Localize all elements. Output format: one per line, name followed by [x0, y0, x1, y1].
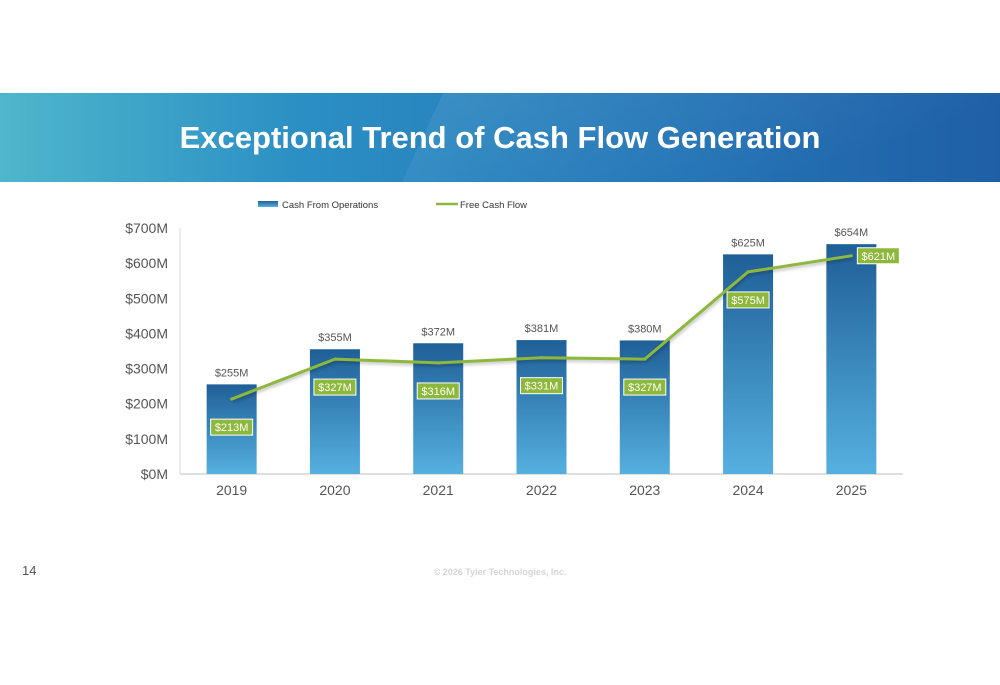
free-cash-flow-label-box [856, 247, 900, 265]
bar-value-labels: $255M $355M $372M $381M $380M $625M $654M [215, 227, 868, 379]
cash-flow-chart: Cash From Operations Free Cash Flow $0M $1… [125, 200, 903, 498]
free-cash-flow-label: $213M [210, 418, 254, 436]
title-banner: Exceptional Trend of Cash Flow Generatio… [0, 93, 1000, 182]
copyright-notice: © 2026 Tyler Technologies, Inc. [433, 567, 567, 577]
bar-value-label: $372M [421, 326, 455, 338]
free-cash-flow-point [643, 357, 647, 361]
free-cash-flow-label-text: $316M [421, 386, 455, 398]
legend-label-free-cash-flow: Free Cash Flow [460, 200, 527, 211]
chart-axes: $0M $100M $200M $300M $400M $500M $600M $700M 20… [125, 220, 903, 498]
free-cash-flow-point [849, 254, 853, 258]
free-cash-flow-label-box [726, 291, 770, 309]
x-tick-label: 2023 [629, 482, 660, 498]
free-cash-flow-label: $327M [623, 378, 667, 396]
free-cash-flow-label: $575M [726, 291, 770, 309]
free-cash-flow-label: $316M [416, 382, 460, 400]
bar-value-label: $654M [835, 227, 869, 239]
x-tick-label: 2022 [526, 482, 557, 498]
line-series [230, 254, 853, 403]
bar-value-label: $255M [215, 367, 249, 379]
x-tick-label: 2024 [732, 482, 763, 498]
bar-cash-from-operations [516, 340, 567, 474]
y-tick-label: $400M [125, 325, 168, 341]
free-cash-flow-label-text: $327M [318, 382, 352, 394]
free-cash-flow-point [333, 357, 337, 361]
bar-cash-from-operations [826, 244, 877, 474]
y-tick-label: $100M [125, 431, 168, 447]
free-cash-flow-point [746, 270, 750, 274]
bar-cash-from-operations [723, 254, 774, 474]
y-tick-label: $0M [141, 466, 168, 482]
bar-cash-from-operations [619, 340, 670, 474]
y-tick-label: $700M [125, 220, 168, 236]
free-cash-flow-label-text: $331M [525, 381, 559, 393]
x-tick-label: 2020 [319, 482, 350, 498]
chart-legend: Cash From Operations Free Cash Flow [258, 200, 527, 211]
y-tick-label: $500M [125, 290, 168, 306]
bar-cash-from-operations [309, 349, 360, 474]
y-tick-label: $300M [125, 361, 168, 377]
slide-title: Exceptional Trend of Cash Flow Generatio… [179, 120, 821, 155]
free-cash-flow-label-box [416, 382, 460, 400]
free-cash-flow-point [230, 397, 234, 401]
free-cash-flow-label-box [313, 378, 357, 396]
free-cash-flow-label-text: $575M [731, 295, 765, 307]
x-tick-label: 2025 [836, 482, 867, 498]
free-cash-flow-label-box [520, 377, 563, 395]
bar-value-label: $381M [525, 323, 559, 335]
free-cash-flow-label: $621M [856, 247, 900, 265]
bar-value-label: $355M [318, 332, 352, 344]
free-cash-flow-label-box [210, 418, 254, 436]
free-cash-flow-point [540, 356, 543, 360]
bar-value-label: $625M [731, 237, 765, 249]
x-tick-label: 2021 [423, 482, 454, 498]
line-value-labels: $213M $327M $316M $331M $327M $575M $621M [210, 247, 900, 436]
free-cash-flow-line-shadow [232, 256, 853, 403]
legend-label-cash-from-operations: Cash From Operations [282, 200, 378, 211]
page-number: 14 [22, 563, 37, 578]
free-cash-flow-label-text: $621M [862, 251, 896, 263]
free-cash-flow-label-text: $213M [215, 422, 249, 434]
y-tick-label: $200M [125, 396, 168, 412]
free-cash-flow-label: $327M [313, 378, 357, 396]
legend-swatch-cash-from-operations [258, 201, 278, 207]
free-cash-flow-point [436, 361, 440, 365]
free-cash-flow-label-box [623, 378, 667, 396]
free-cash-flow-label: $331M [520, 377, 563, 395]
free-cash-flow-label-text: $327M [628, 382, 662, 394]
y-tick-label: $600M [125, 255, 168, 271]
x-tick-label: 2019 [216, 482, 247, 498]
bar-value-label: $380M [628, 323, 662, 335]
